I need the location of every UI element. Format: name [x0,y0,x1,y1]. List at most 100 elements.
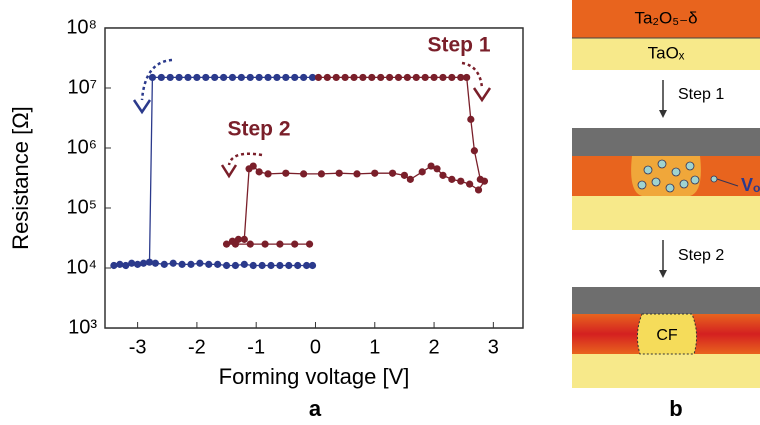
data-point [187,260,195,268]
data-point [448,73,456,82]
data-point [264,170,272,178]
x-tick-label: -3 [129,336,147,358]
vacancy-label: Vₒ [741,175,760,195]
data-point [255,73,263,82]
data-point [222,240,231,248]
arrow-head [472,87,492,103]
data-point [246,240,254,248]
data-point [305,240,314,248]
arrow-head [132,99,152,115]
data-point [400,171,409,179]
data-point [463,73,471,82]
x-tick-label: -1 [247,336,265,358]
data-point [196,259,204,267]
vacancies [637,159,718,193]
data-point [467,115,475,123]
diagram: Ta₂O₅₋δ TaOₓ Step 1 Vₒ Step 2 CF [572,0,760,388]
data-point [317,170,326,178]
data-point [219,73,228,82]
x-tick-label: 0 [310,336,321,358]
filament [636,313,698,355]
step-label: Step 1 [678,86,724,103]
data-point [291,73,299,82]
data-point [160,260,168,268]
data-point [308,73,317,82]
data-point [448,175,456,183]
y-tick-label: 10⁷ [68,76,97,98]
step-label: Step 2 [678,247,724,264]
data-point [308,261,317,270]
arrow-head [659,270,667,278]
data-point [249,261,257,270]
data-point [276,261,284,270]
data-point [466,180,474,188]
data-point [145,258,154,266]
arrow [140,58,173,101]
data-point [470,147,478,155]
data-point [110,261,118,270]
data-point [122,261,130,270]
data-point [294,261,302,270]
arrow-head [659,110,667,118]
y-tick-label: 10⁴ [66,256,97,278]
filament-label: CF [656,327,678,344]
data-point [205,260,213,268]
layer [572,0,760,38]
data-point [116,260,124,268]
data-point [276,240,284,248]
x-tick-label: -2 [188,336,206,358]
data-point [128,259,136,267]
data-point [148,73,157,82]
annotation: Step 1 [427,34,490,57]
data-point [480,177,489,185]
layer [572,354,760,388]
data-point [151,259,159,267]
data-point [193,73,201,82]
data-point [457,177,465,185]
data-point [385,73,394,82]
arrow [461,61,484,89]
data-point [421,73,429,82]
layer-label: Ta₂O₅₋δ [634,8,697,27]
y-tick-label: 10⁸ [66,16,97,38]
x-tick-label: 2 [429,336,440,358]
data-point [202,73,210,82]
data-point [222,261,231,270]
data-point [368,73,376,82]
data-point [282,73,290,82]
data-point [439,73,447,82]
x-tick-label: 3 [488,336,499,358]
data-point [261,240,269,248]
x-tick-label: 1 [369,336,380,358]
data-point [439,171,447,179]
data-point [457,73,465,82]
data-point [359,73,367,82]
data-point [282,169,290,177]
panel-label: a [309,396,322,421]
layer [572,196,760,230]
y-axis-title: Resistance [Ω] [8,106,33,250]
data-point [394,73,403,82]
data-point [412,73,420,82]
data-point [166,73,174,82]
data-point [228,73,237,82]
panel-label: b [669,396,682,421]
data-point [214,260,222,268]
data-point [406,175,414,183]
data-point [231,240,240,248]
data-point [184,73,192,82]
data-point [403,73,411,82]
data-point [377,73,385,82]
data-point [474,186,483,194]
data-point [178,260,186,268]
data-point [353,170,361,178]
arrow-head [220,164,238,179]
layer-label: TaOₓ [648,43,685,62]
data-point [246,73,254,82]
x-axis-title: Forming voltage [V] [219,364,410,389]
data-point [418,168,426,176]
y-tick-label: 10³ [68,316,97,338]
data-point [332,73,340,82]
data-point [231,261,240,270]
